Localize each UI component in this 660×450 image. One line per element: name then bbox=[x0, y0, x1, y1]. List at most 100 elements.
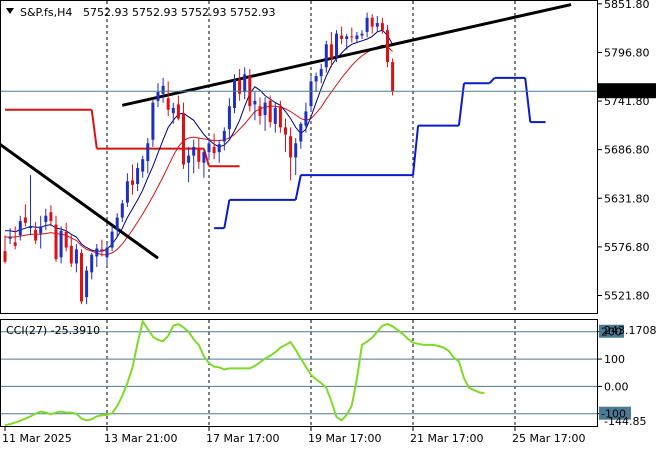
candle-body bbox=[171, 107, 175, 114]
candle-body bbox=[391, 61, 395, 92]
candlestick-series bbox=[3, 12, 395, 305]
cci-min-label: -144.85 bbox=[604, 415, 646, 428]
candle-body bbox=[289, 136, 293, 158]
candle-body bbox=[253, 100, 257, 105]
current-price-label: 5752.93 bbox=[602, 85, 648, 98]
triangle-down-icon bbox=[6, 8, 14, 14]
candle-body bbox=[131, 180, 134, 185]
candle-body bbox=[222, 130, 226, 142]
candle-body bbox=[39, 226, 43, 234]
symbol-label: S&P.fs,H4 bbox=[20, 6, 72, 19]
candle-body bbox=[18, 221, 22, 236]
candle-body bbox=[110, 231, 114, 248]
cci-level-label: -100 bbox=[601, 408, 626, 421]
x-tick-label: 25 Mar 17:00 bbox=[512, 432, 585, 445]
candle-body bbox=[74, 249, 78, 264]
stop-step bbox=[202, 148, 210, 167]
candle-body bbox=[156, 92, 160, 101]
candle-body bbox=[100, 249, 104, 252]
candle-body bbox=[243, 74, 247, 93]
trailing-stop-lines bbox=[5, 76, 546, 230]
y-tick-label: 5631.80 bbox=[604, 192, 650, 205]
candle-body bbox=[345, 36, 349, 40]
ohlc-values: 5752.93 5752.93 5752.93 5752.93 bbox=[83, 6, 275, 19]
candle-body bbox=[182, 113, 185, 165]
candle-body bbox=[202, 152, 206, 163]
candle-body bbox=[3, 251, 7, 262]
candle-body bbox=[319, 69, 323, 77]
candle-body bbox=[192, 146, 196, 156]
candle-body bbox=[233, 79, 236, 108]
candle-body bbox=[8, 236, 12, 239]
candle-body bbox=[151, 102, 155, 140]
candle-body bbox=[105, 247, 109, 258]
level-badge bbox=[599, 406, 631, 420]
cci-level-label: 100 bbox=[604, 353, 625, 366]
ma-fast-line bbox=[5, 29, 394, 252]
cci-level-lines bbox=[1, 331, 598, 415]
trendline bbox=[0, 142, 159, 260]
candle-body bbox=[23, 217, 27, 223]
candle-body bbox=[125, 181, 129, 203]
candle-body bbox=[120, 203, 124, 218]
candle-body bbox=[69, 245, 73, 264]
cci-series bbox=[4, 318, 485, 427]
cci-line bbox=[4, 318, 485, 427]
trendlines bbox=[0, 3, 572, 260]
cci-level-label: 200 bbox=[601, 326, 622, 339]
candle-body bbox=[207, 143, 211, 153]
candle-body bbox=[365, 17, 369, 32]
candle-body bbox=[370, 17, 374, 27]
y-tick-label: 5796.80 bbox=[604, 46, 650, 59]
chart-header: S&P.fs,H4 5752.93 5752.93 5752.93 5752.9… bbox=[6, 6, 275, 19]
candle-body bbox=[176, 104, 180, 119]
x-tick-label: 19 Mar 17:00 bbox=[308, 432, 381, 445]
candle-body bbox=[386, 30, 389, 62]
candle-body bbox=[227, 106, 231, 130]
candle-body bbox=[29, 226, 32, 229]
stop-step bbox=[488, 77, 496, 84]
cci-level-label: 0.00 bbox=[604, 380, 629, 393]
candle-body bbox=[80, 252, 83, 302]
candle-body bbox=[146, 143, 150, 161]
y-tick-label: 5686.80 bbox=[604, 144, 650, 157]
candle-body bbox=[197, 148, 201, 162]
stop-step bbox=[223, 199, 231, 229]
level-badge bbox=[599, 324, 624, 338]
stop-step bbox=[524, 77, 532, 123]
candle-body bbox=[85, 270, 89, 298]
candle-body bbox=[187, 155, 191, 163]
candle-body bbox=[278, 106, 282, 128]
x-tick-label: 17 Mar 17:00 bbox=[206, 432, 279, 445]
candle-body bbox=[217, 144, 221, 153]
candle-body bbox=[355, 35, 359, 40]
candle-body bbox=[263, 102, 267, 116]
candle-body bbox=[90, 254, 94, 273]
candle-body bbox=[212, 146, 216, 154]
y-tick-label: 5576.80 bbox=[604, 241, 650, 254]
candle-body bbox=[13, 242, 17, 246]
candle-body bbox=[136, 168, 140, 184]
candle-body bbox=[54, 224, 58, 260]
stop-step bbox=[412, 125, 420, 176]
cci-pane-frame bbox=[0, 319, 598, 427]
candle-body bbox=[329, 44, 333, 59]
y-tick-label: 5521.80 bbox=[604, 289, 650, 302]
candle-body bbox=[49, 212, 53, 222]
cci-label: CCI(27) -25.3910 bbox=[6, 324, 100, 337]
candle-body bbox=[34, 229, 38, 241]
candle-body bbox=[161, 85, 165, 94]
current-price-badge bbox=[598, 83, 656, 99]
candle-body bbox=[44, 215, 48, 222]
stop-step bbox=[294, 174, 302, 201]
candle-body bbox=[258, 106, 262, 116]
candle-body bbox=[309, 81, 313, 107]
candle-body bbox=[299, 123, 303, 142]
candle-body bbox=[360, 33, 364, 36]
candle-body bbox=[238, 79, 242, 94]
candle-body bbox=[59, 230, 63, 258]
x-tick-label: 21 Mar 17:00 bbox=[410, 432, 483, 445]
y-tick-label: 5851.80 bbox=[604, 0, 650, 11]
candle-body bbox=[273, 107, 277, 124]
